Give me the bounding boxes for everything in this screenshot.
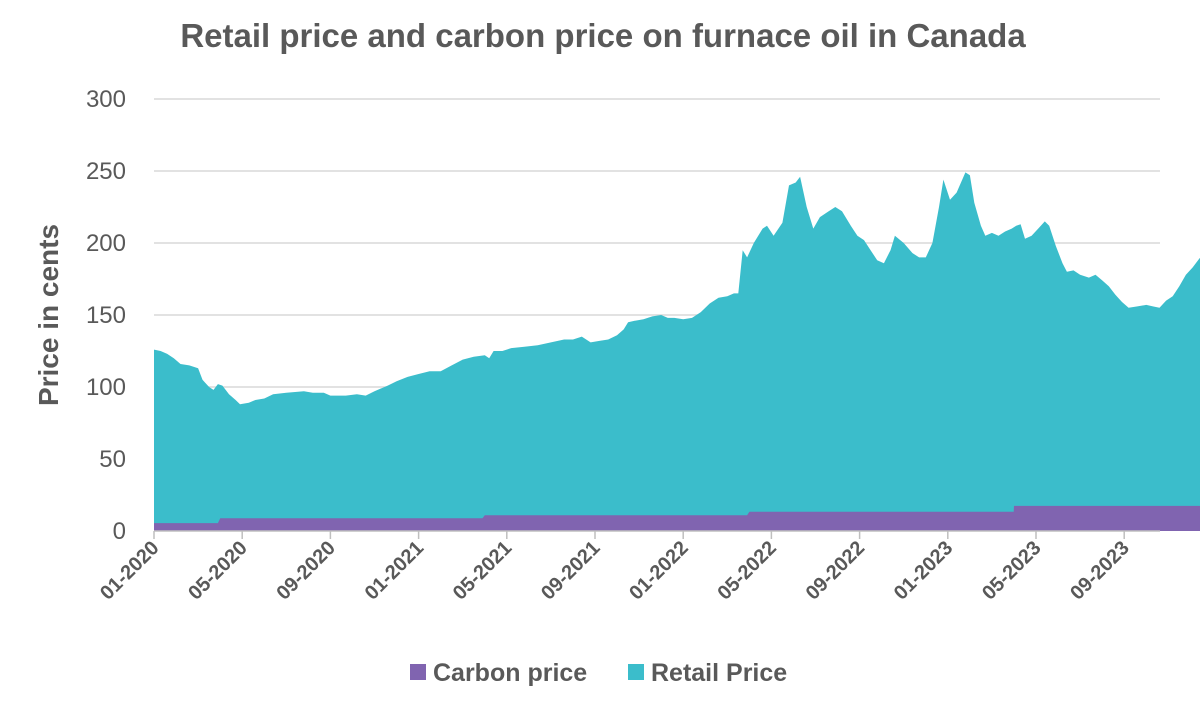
- x-tick-label: 05-2020: [184, 537, 251, 604]
- area-carbon-price: [154, 505, 1200, 531]
- x-tick-label: 05-2022: [713, 537, 780, 604]
- x-tick-label: 01-2023: [890, 537, 957, 604]
- legend-swatch: [410, 664, 426, 680]
- legend: Carbon price Retail Price: [410, 659, 787, 687]
- x-tick-label: 01-2020: [96, 537, 163, 604]
- x-tick-label: 09-2022: [802, 537, 869, 604]
- data-areas: [154, 172, 1200, 531]
- x-tick-label: 09-2021: [537, 537, 604, 604]
- x-tick-label: 09-2023: [1066, 537, 1133, 604]
- y-tick-label: 250: [86, 158, 126, 185]
- axes: 01-2020 05-2020 09-2020 01-2021 05-2021 09-20…: [96, 530, 1160, 604]
- y-tick-label: 50: [99, 446, 126, 473]
- x-tick-label: 01-2022: [625, 537, 692, 604]
- legend-swatch: [628, 664, 644, 680]
- x-tick-label: 05-2023: [978, 537, 1045, 604]
- y-axis-label: Price in cents: [33, 224, 64, 406]
- x-tick-label: 09-2020: [272, 537, 339, 604]
- legend-label: Retail Price: [651, 659, 787, 687]
- y-tick-label: 100: [86, 374, 126, 401]
- y-tick-label: 150: [86, 302, 126, 329]
- chart-title: Retail price and carbon price on furnace…: [180, 17, 1026, 54]
- legend-label: Carbon price: [433, 659, 587, 687]
- y-tick-label: 300: [86, 86, 126, 113]
- x-tick-label: 05-2021: [449, 537, 516, 604]
- y-tick-label: 0: [113, 518, 126, 545]
- grid-lines: 0 50 100 150 200 250 300: [86, 86, 1160, 545]
- x-tick-label: 01-2021: [361, 537, 428, 604]
- area-retail-price: [154, 172, 1200, 531]
- y-tick-label: 200: [86, 230, 126, 257]
